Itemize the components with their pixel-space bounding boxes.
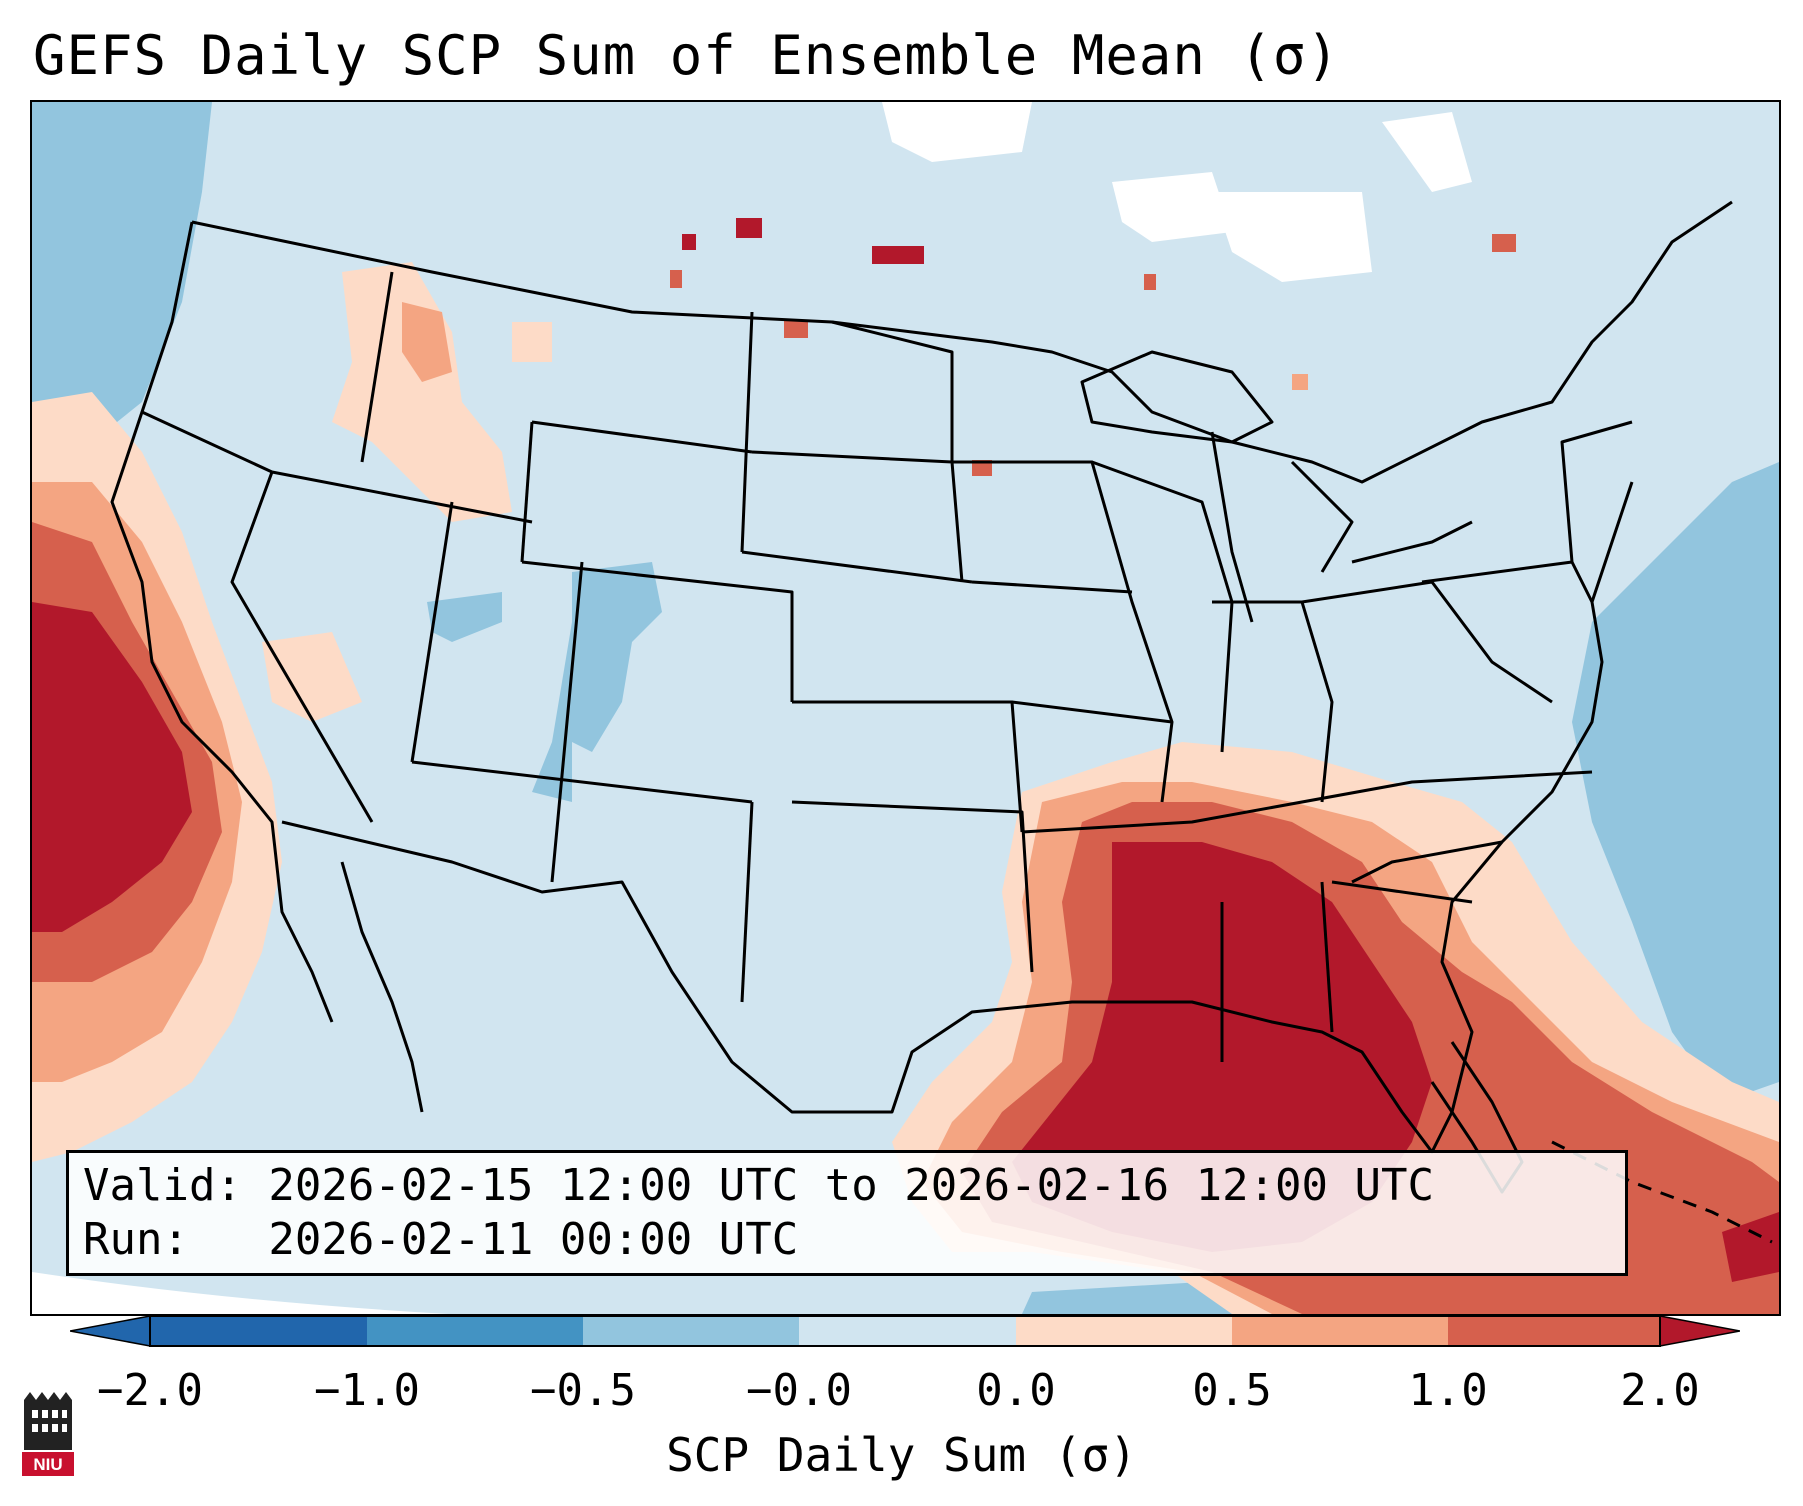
map-panel <box>30 100 1781 1316</box>
utah-blue-patch <box>427 592 502 642</box>
colorbar-tick-label: −2.0 <box>97 1365 203 1416</box>
valid-time-text: Valid: 2026-02-15 12:00 UTC to 2026-02-1… <box>83 1160 1435 1211</box>
niu-logo: NIU <box>22 1392 74 1476</box>
superior-red-pixel <box>1144 274 1156 290</box>
caribbean-dark-red <box>1722 1212 1779 1282</box>
canada-white-patch-4 <box>1382 112 1472 192</box>
colorbar-tick-label: 2.0 <box>1620 1365 1700 1416</box>
caribbean-blue-patch <box>1022 1282 1232 1314</box>
colorbar-tick-label: −0.0 <box>746 1365 852 1416</box>
atlantic-blue-region <box>1572 462 1779 1102</box>
pacific-blue-region <box>32 102 212 452</box>
canada-white-patch-2 <box>1212 192 1372 282</box>
colorbar-label: SCP Daily Sum (σ) <box>666 1428 1137 1482</box>
pacific-dark-red <box>32 602 192 932</box>
niu-logo-text: NIU <box>33 1455 62 1474</box>
canada-white-patch-3 <box>882 102 1032 162</box>
projection-edge-left <box>32 1272 449 1314</box>
colorbar-extend-high <box>1659 1315 1740 1347</box>
colorbar-swatch-7 <box>1448 1316 1660 1346</box>
colorbar-swatch-5 <box>1016 1316 1232 1346</box>
mt-dark-pixel <box>682 234 696 250</box>
idaho-salmon <box>402 302 452 382</box>
colorbar-tick-label: −1.0 <box>314 1365 420 1416</box>
colorbar-tick-label: 0.5 <box>1192 1365 1272 1416</box>
colorbar-swatch-4 <box>799 1316 1016 1346</box>
colorbar-extend-low <box>70 1315 151 1347</box>
iowa-red-pixel <box>972 460 992 476</box>
sd-red-pixel <box>784 320 808 338</box>
colorbar-tick-label: 0.0 <box>976 1365 1056 1416</box>
mt-red-pixel <box>670 270 682 288</box>
colorbar-outline <box>149 1315 1661 1347</box>
colorbar-tick-label: 1.0 <box>1408 1365 1488 1416</box>
colorbar-swatch-1 <box>150 1316 367 1346</box>
colorbar-swatch-3 <box>583 1316 799 1346</box>
canada-white-patch-1 <box>1112 172 1232 242</box>
nevada-light-red <box>262 632 362 722</box>
colorbar <box>70 1315 1740 1347</box>
michigan-salmon-pixel <box>1292 374 1308 390</box>
colorbar-tick-label: −0.5 <box>530 1365 636 1416</box>
valid-run-info-box: Valid: 2026-02-15 12:00 UTC to 2026-02-1… <box>66 1150 1628 1276</box>
quebec-red-pixel <box>1492 234 1516 252</box>
boundary-lines <box>110 200 1773 1244</box>
montana-light-red <box>512 322 552 362</box>
colorbar-swatch-6 <box>1232 1316 1448 1346</box>
mn-dark-pixel <box>872 246 924 264</box>
scp-map <box>32 102 1779 1314</box>
idaho-light-red <box>332 262 512 522</box>
nd-dark-pixel <box>736 218 762 238</box>
colorbar-swatch-2 <box>367 1316 583 1346</box>
run-time-text: Run: 2026-02-11 00:00 UTC <box>83 1214 799 1265</box>
map-title: GEFS Daily SCP Sum of Ensemble Mean (σ) <box>33 24 1340 87</box>
